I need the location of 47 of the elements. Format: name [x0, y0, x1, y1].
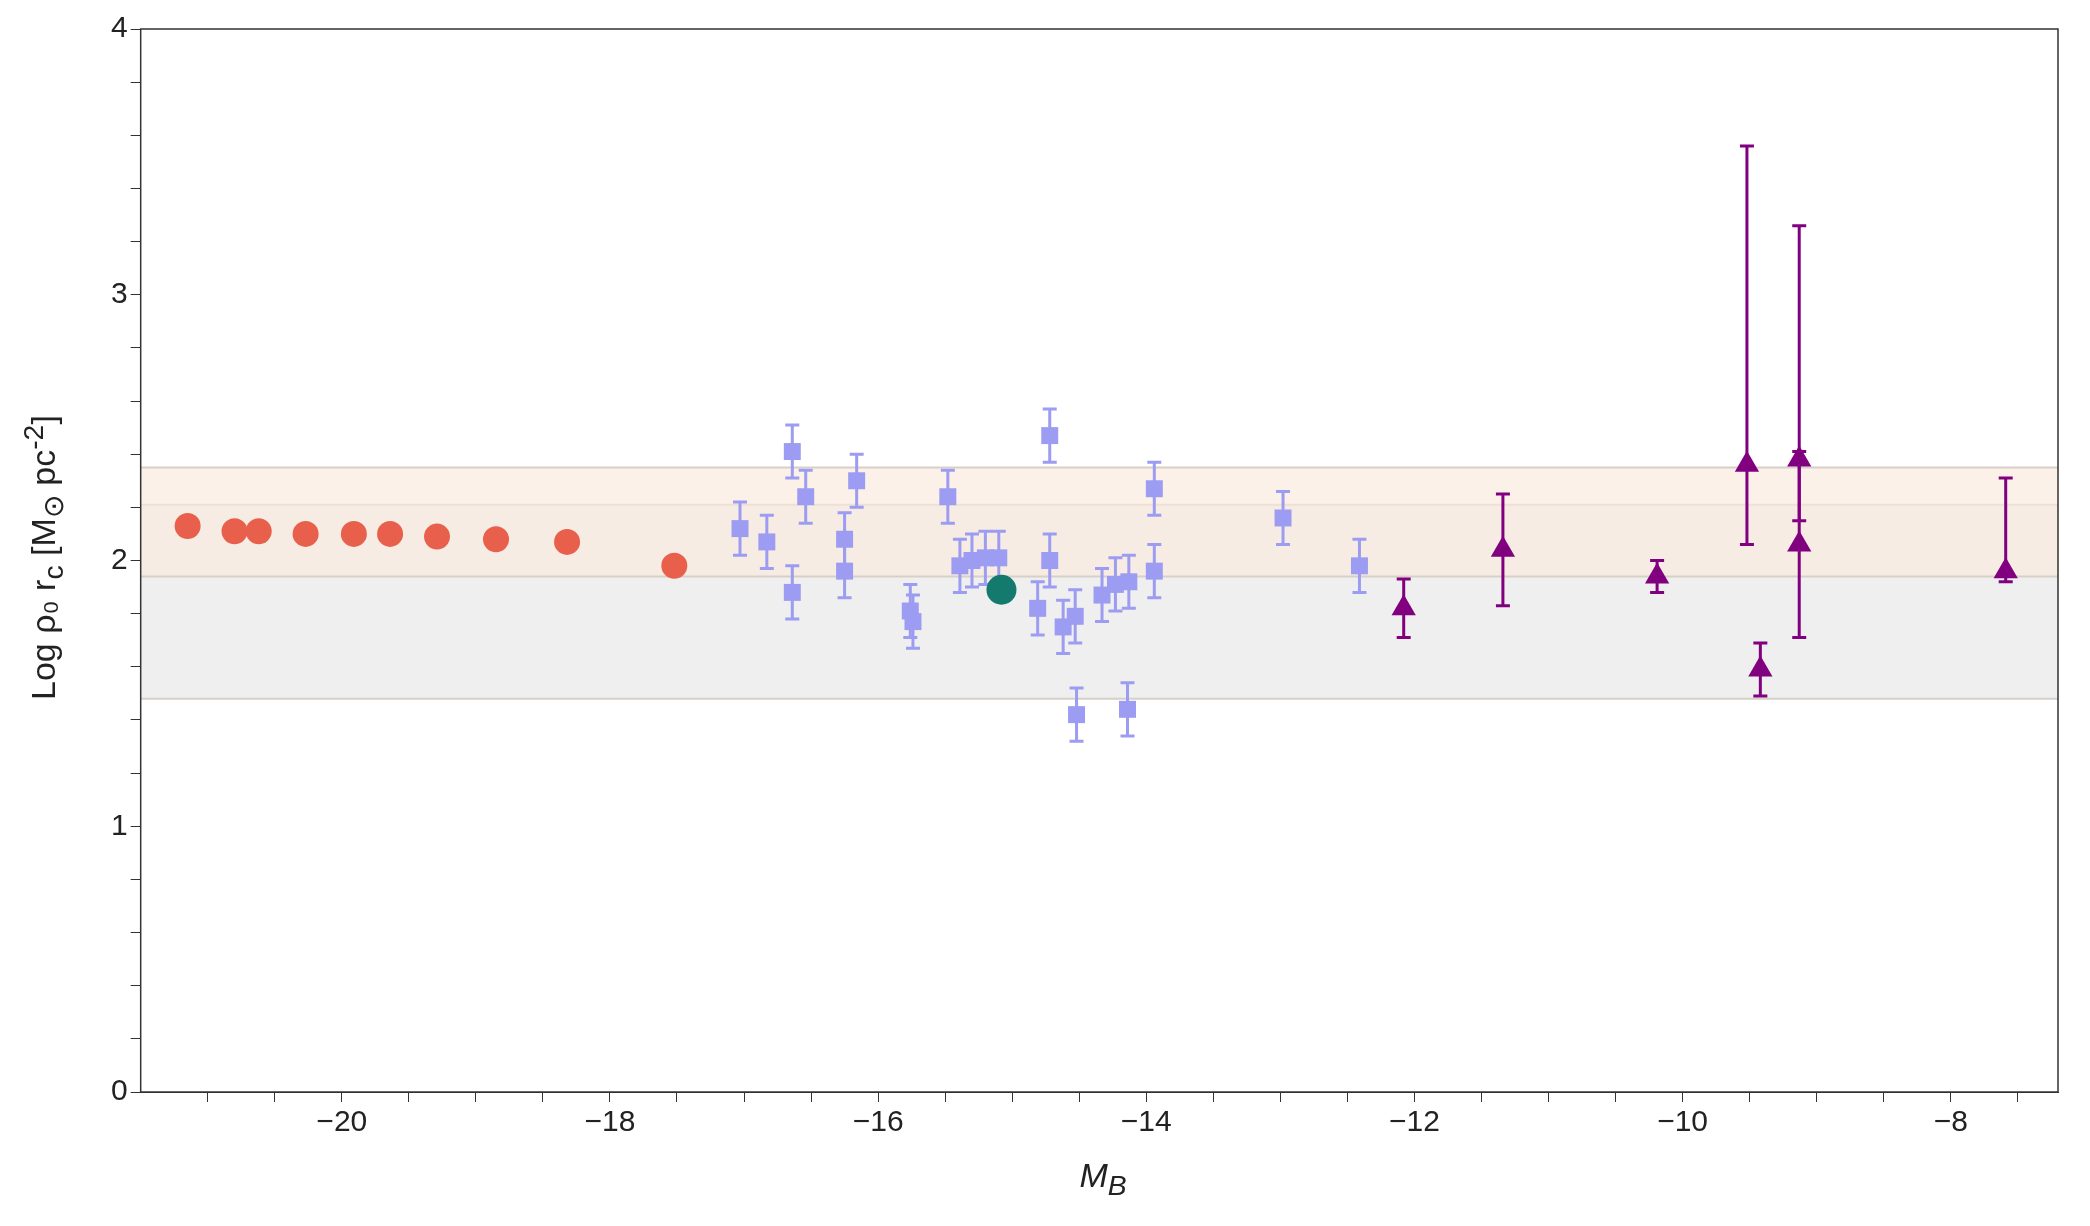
y-tick-label: 4 — [111, 10, 128, 44]
point — [424, 523, 450, 550]
point — [836, 562, 854, 580]
point — [904, 613, 922, 631]
point — [990, 549, 1008, 567]
point — [661, 552, 688, 579]
x-tick-label: −20 — [316, 1104, 368, 1138]
point — [377, 520, 404, 547]
point — [1274, 509, 1292, 527]
y-tick-label: 2 — [111, 541, 128, 575]
point — [1066, 607, 1084, 625]
point — [1041, 427, 1059, 445]
point — [1093, 586, 1111, 604]
x-tick-label: −16 — [852, 1104, 904, 1138]
x-tick-label: −12 — [1388, 1104, 1440, 1138]
y-tick-label: 3 — [111, 276, 128, 310]
point — [1119, 700, 1136, 718]
point — [1068, 706, 1086, 724]
y-tick-label: 1 — [111, 807, 128, 841]
point — [1145, 480, 1163, 498]
point — [1041, 552, 1059, 569]
x-axis-title: M$_{B}$ — [1078, 1156, 1128, 1202]
point — [783, 583, 801, 601]
point — [245, 518, 272, 545]
point — [797, 488, 815, 506]
point — [1120, 573, 1138, 591]
point — [836, 530, 854, 548]
x-tick-label: −8 — [1933, 1104, 1968, 1138]
point — [292, 520, 319, 547]
point — [482, 526, 509, 553]
point — [848, 472, 866, 490]
point — [1145, 562, 1163, 580]
x-tick-label: −14 — [1120, 1104, 1172, 1138]
point — [340, 520, 367, 547]
point — [758, 533, 776, 551]
point — [1350, 557, 1368, 575]
point — [554, 528, 581, 555]
y-tick-label: 0 — [111, 1073, 128, 1107]
x-tick-label: −10 — [1657, 1104, 1709, 1138]
point — [986, 574, 1017, 605]
point — [221, 518, 248, 545]
point — [174, 512, 201, 539]
point — [939, 488, 957, 506]
point — [1029, 599, 1047, 617]
point — [783, 443, 801, 461]
point — [731, 520, 749, 538]
x-tick-label: −18 — [584, 1104, 636, 1138]
